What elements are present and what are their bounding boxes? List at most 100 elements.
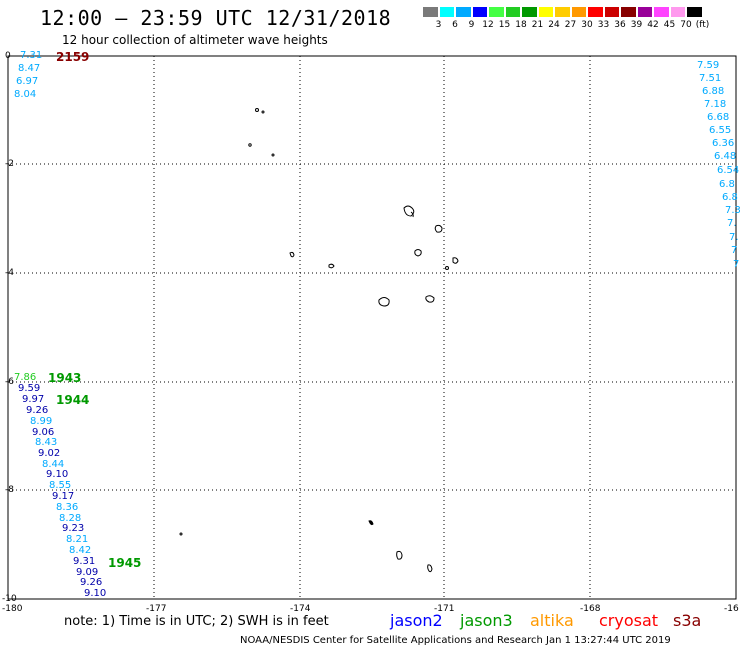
colorbar-swatch <box>422 6 439 18</box>
pass-time-label: 2159 <box>56 50 90 64</box>
colorbar-swatch <box>603 6 620 18</box>
colorbar-swatch <box>636 6 653 18</box>
wave-value: 7.51 <box>699 73 722 84</box>
colorbar-swatch <box>455 6 472 18</box>
colorbar-label: 9 <box>468 20 475 30</box>
colorbar-swatch <box>504 6 521 18</box>
colorbar-swatch <box>686 6 703 18</box>
credit-line: NOAA/NESDIS Center for Satellite Applica… <box>240 635 671 646</box>
pass-time-label: 1944 <box>56 393 90 407</box>
colorbar-label: 42 <box>647 20 659 30</box>
wave-value: 9.59 <box>18 383 41 394</box>
page-title: 12:00 — 23:59 UTC 12/31/2018 <box>40 6 392 30</box>
wave-value: 8.43 <box>35 437 58 448</box>
wave-value: 9.10 <box>84 588 107 599</box>
wave-value: 8.55 <box>49 480 72 491</box>
wave-value: 6.8 <box>722 192 738 203</box>
colorbar-label: 45 <box>663 20 676 30</box>
island <box>425 295 435 303</box>
island <box>452 257 459 264</box>
island <box>403 205 415 217</box>
colorbar-label: 21 <box>531 20 544 30</box>
island <box>271 153 275 157</box>
island <box>396 550 403 560</box>
wave-value: 8.42 <box>69 545 92 556</box>
wave-value: 6.48 <box>714 151 737 162</box>
wave-value: 9.17 <box>52 491 75 502</box>
wave-value: 6.97 <box>16 76 39 87</box>
colorbar-label: 24 <box>548 20 560 30</box>
island <box>445 266 449 270</box>
wave-value: 8.28 <box>59 513 82 524</box>
wave-value: 8.21 <box>66 534 89 545</box>
page-subtitle: 12 hour collection of altimeter wave hei… <box>62 33 328 47</box>
colorbar-label: 27 <box>564 20 577 30</box>
colorbar-swatch <box>488 6 505 18</box>
x-tick-label: -171 <box>434 604 455 614</box>
y-tick-label: -8 <box>5 485 14 495</box>
wave-value: 8.36 <box>56 502 79 513</box>
island <box>434 224 443 233</box>
colorbar-label: 3 <box>435 20 442 30</box>
gridlines <box>8 56 736 599</box>
wave-value: 9.06 <box>32 427 55 438</box>
legend-jason3: jason3 <box>460 611 513 630</box>
wave-value: 9.09 <box>76 567 99 578</box>
footnote: note: 1) Time is in UTC; 2) SWH is in fe… <box>64 614 329 629</box>
wave-height-colorbar <box>422 6 703 18</box>
colorbar-label: 6 <box>452 20 458 30</box>
wave-value: 7.86 <box>14 372 37 383</box>
colorbar-label: 18 <box>515 20 527 30</box>
legend-s3a: s3a <box>673 611 702 630</box>
wave-value: 8.99 <box>30 416 53 427</box>
colorbar-swatch <box>653 6 670 18</box>
wave-value: 7. <box>727 218 737 229</box>
wave-value: 8.47 <box>18 63 41 74</box>
colorbar-label: 33 <box>597 20 610 30</box>
colorbar-swatch <box>620 6 637 18</box>
x-tick-label: -16 <box>724 604 739 614</box>
legend-cryosat: cryosat <box>599 611 659 630</box>
wave-value: 7.59 <box>697 60 720 71</box>
wave-value: 7 <box>733 259 740 270</box>
x-tick-label: -168 <box>580 604 601 614</box>
wave-value: 7.18 <box>704 99 727 110</box>
wave-value: 6.68 <box>707 112 730 123</box>
pass-time-label: 1943 <box>48 371 82 385</box>
island <box>427 564 433 573</box>
wave-value: 7.3 <box>725 205 740 216</box>
island <box>248 143 252 147</box>
pass-time-label: 1945 <box>108 556 142 570</box>
y-tick-label: 0 <box>5 51 11 61</box>
wave-value: 6.8 <box>719 179 735 190</box>
island <box>328 263 335 269</box>
colorbar-swatch <box>521 6 538 18</box>
island <box>179 532 183 536</box>
colorbar-labels: 3 6 9 12 15 18 21 24 27 30 33 36 39 42 45 70 (ft) <box>422 20 740 34</box>
island <box>368 520 374 526</box>
wave-value: 9.02 <box>38 448 61 459</box>
colorbar-label: 70 <box>680 20 692 30</box>
wave-value: 7. <box>729 232 739 243</box>
colorbar-swatch <box>554 6 571 18</box>
wave-value: 7 <box>731 245 738 256</box>
wave-value: 9.31 <box>73 556 96 567</box>
island <box>414 249 422 257</box>
map-frame <box>7 55 737 600</box>
colorbar-label: 36 <box>614 20 626 30</box>
colorbar-swatch <box>587 6 604 18</box>
colorbar-label: 39 <box>630 20 643 30</box>
wave-value: 7.31 <box>20 50 43 61</box>
island <box>255 108 259 112</box>
legend-jason2: jason2 <box>390 611 443 630</box>
wave-value: 9.26 <box>80 577 103 588</box>
colorbar-label: 15 <box>498 20 511 30</box>
legend-altika: altika <box>530 611 574 630</box>
colorbar-label: 12 <box>482 20 494 30</box>
wave-value: 9.97 <box>22 394 45 405</box>
wave-value: 6.36 <box>712 138 735 149</box>
x-tick-label: -180 <box>2 604 23 614</box>
island <box>378 297 390 307</box>
colorbar-swatch <box>471 6 488 18</box>
